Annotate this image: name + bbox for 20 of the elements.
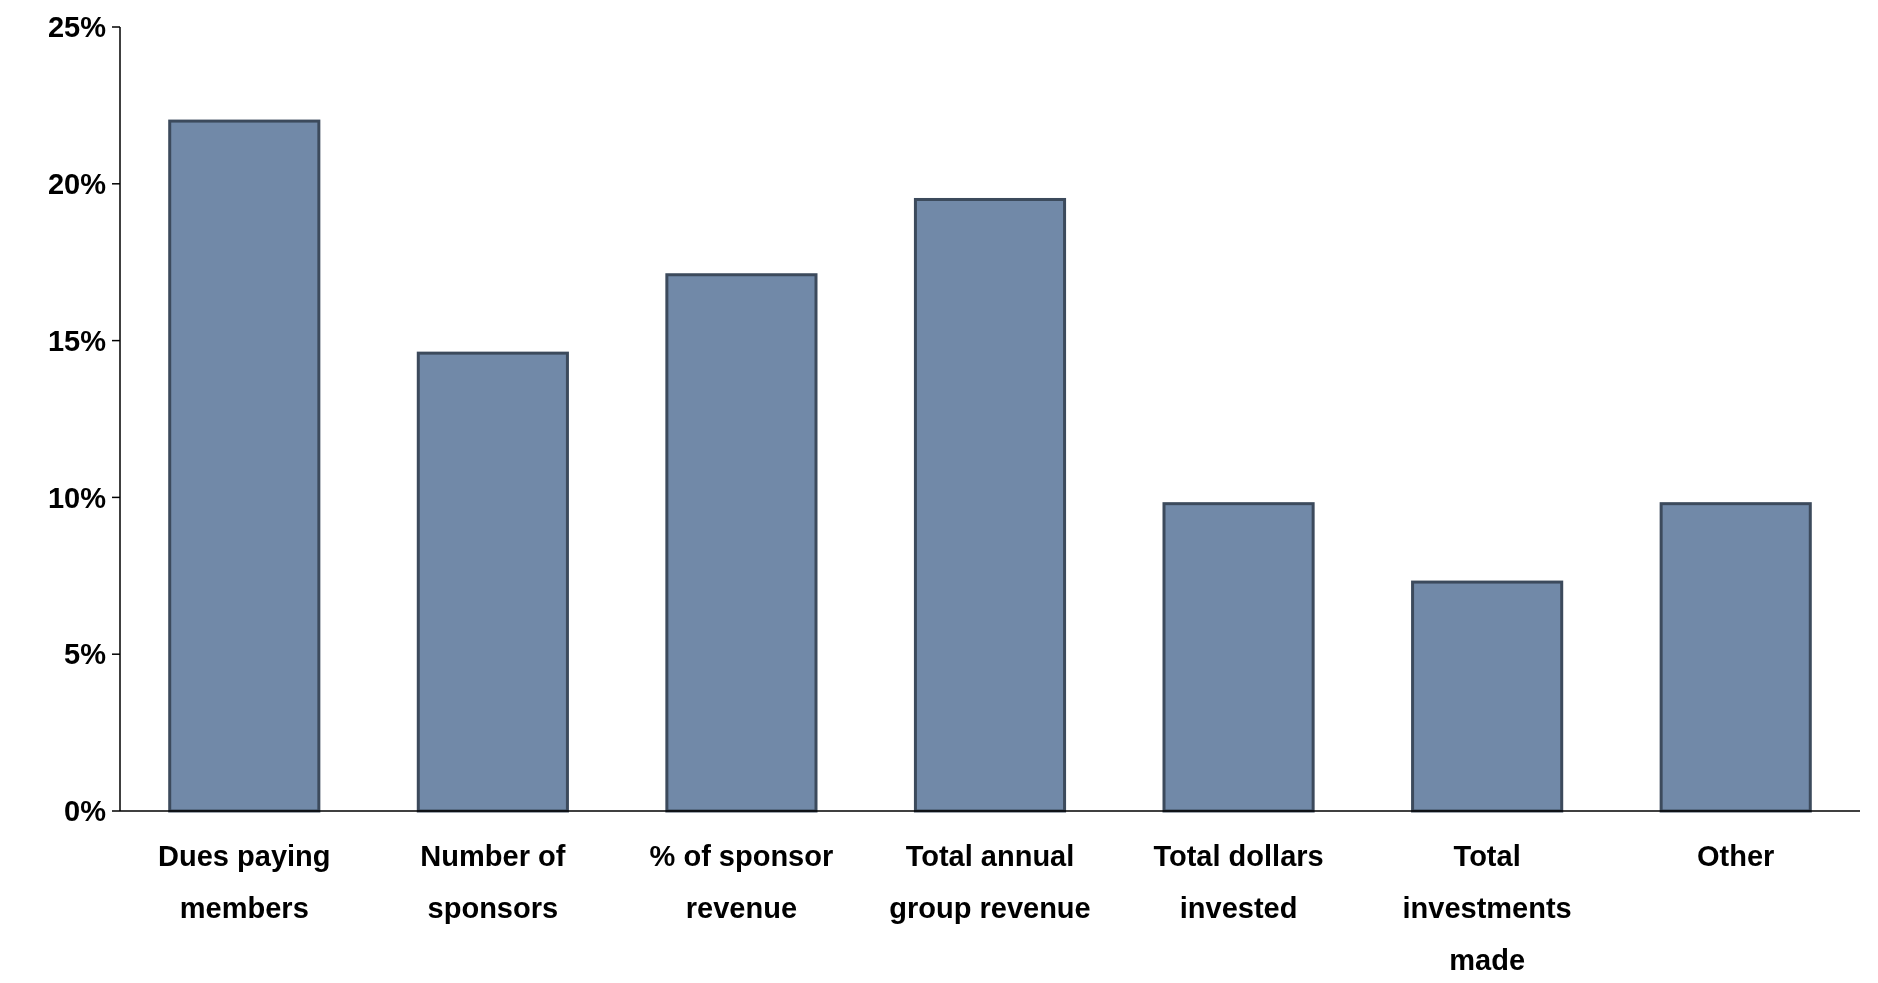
y-tick-label: 25% — [47, 11, 107, 44]
x-tick-label: Number of sponsors — [420, 840, 566, 924]
bar — [1659, 502, 1812, 813]
y-tick-label: 5% — [64, 638, 107, 671]
x-tick-label: Total dollars invested — [1153, 840, 1324, 924]
y-tick-label: 20% — [47, 167, 107, 200]
bar — [1162, 502, 1315, 813]
x-tick-label: Other — [1697, 840, 1775, 872]
x-tick-label: Total investments made — [1402, 840, 1572, 976]
bar — [665, 273, 818, 813]
x-tick-label: % of sponsor revenue — [649, 840, 834, 924]
x-tick-label: Dues paying members — [158, 840, 331, 924]
bar — [168, 119, 321, 813]
x-tick-label: Total annual group revenue — [889, 840, 1091, 924]
y-tick-label: 15% — [47, 324, 107, 357]
bar — [416, 351, 569, 813]
bar — [913, 197, 1067, 813]
y-tick-label: 10% — [47, 481, 107, 514]
bar — [1411, 580, 1564, 813]
y-tick-label: 0% — [64, 795, 107, 828]
